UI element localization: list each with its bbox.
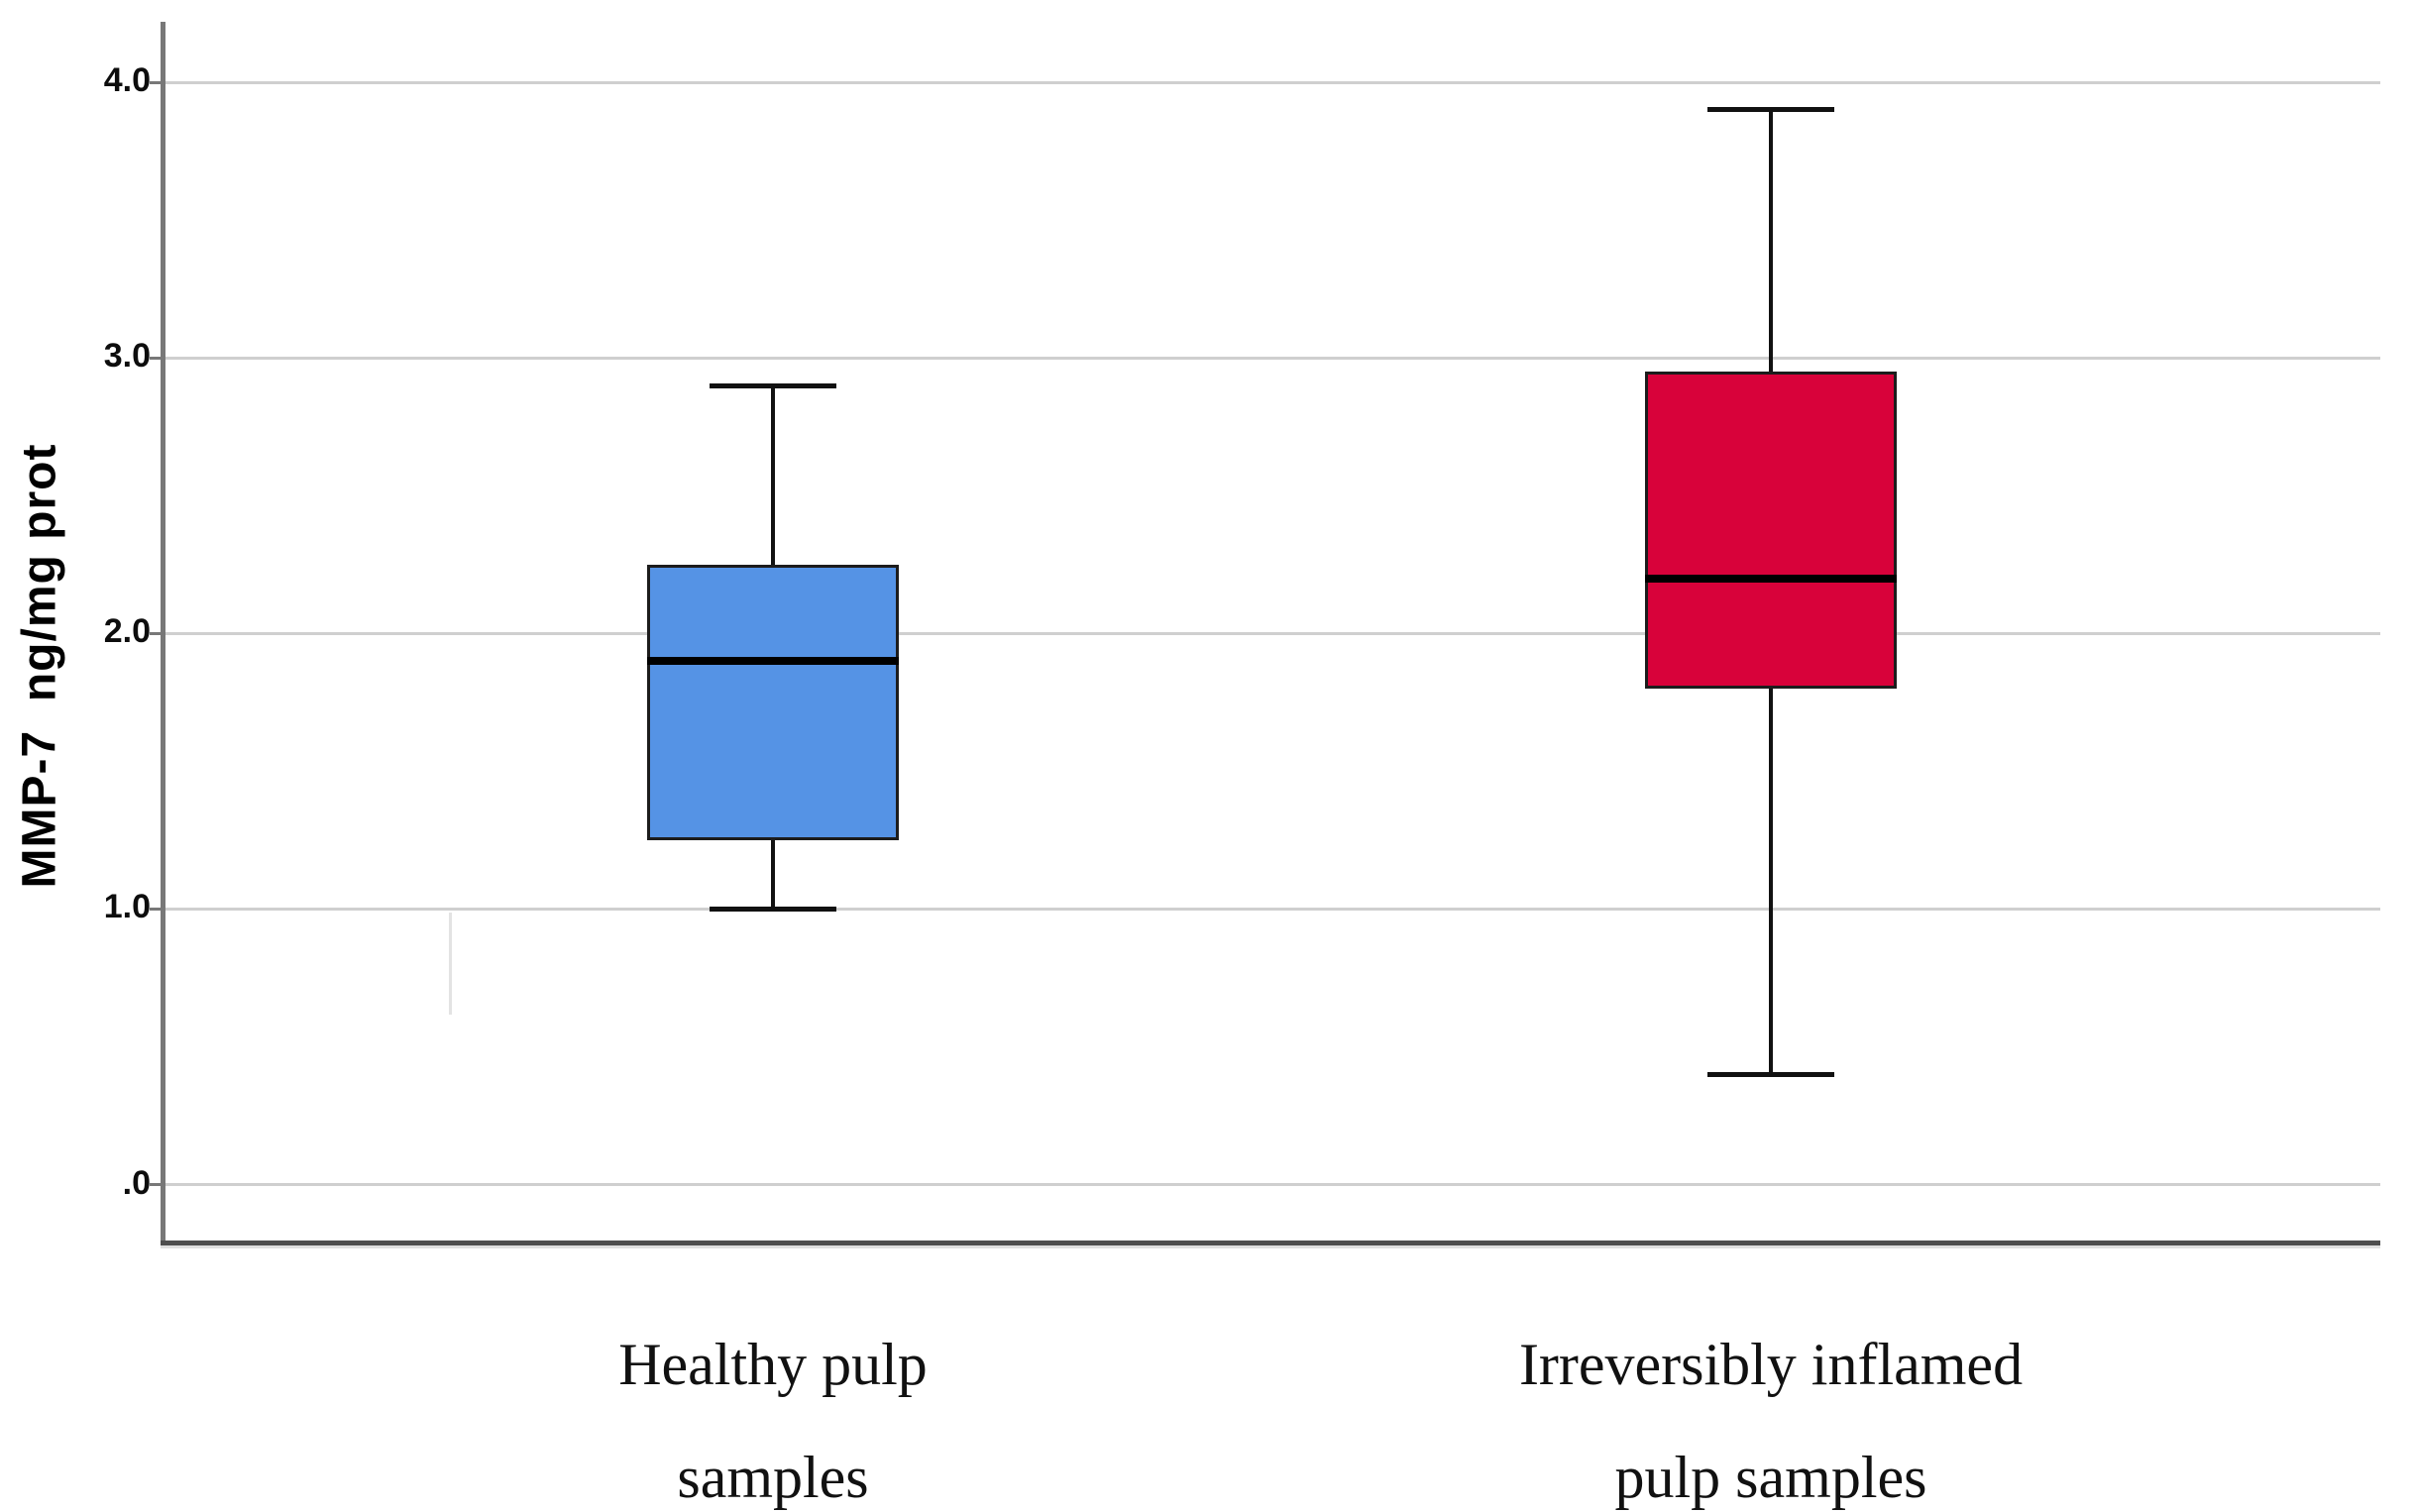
x-axis-line-shadow <box>161 1245 2380 1248</box>
y-tick-mark <box>150 81 164 84</box>
category-label-healthy: Healthy pulp samples <box>396 1308 1150 1512</box>
whisker-cap-upper-inflamed <box>1707 107 1834 112</box>
stray-artifact-line <box>449 913 452 1015</box>
category-label-line: Irreversibly inflamed <box>1518 1332 2024 1397</box>
gridline <box>164 1183 2380 1186</box>
y-tick-mark <box>150 632 164 635</box>
y-tick-mark <box>150 1183 164 1186</box>
box-healthy <box>647 565 899 840</box>
y-tick-label: 4.0 <box>103 61 151 99</box>
box-inflamed <box>1645 372 1897 689</box>
category-label-line: pulp samples <box>1614 1445 1927 1510</box>
category-label-line: samples <box>677 1445 869 1510</box>
y-tick-label: 2.0 <box>103 612 151 650</box>
y-tick-mark <box>150 908 164 911</box>
median-line-inflamed <box>1645 575 1897 583</box>
median-line-healthy <box>647 657 899 665</box>
y-tick-label: .0 <box>122 1164 151 1202</box>
whisker-cap-lower-healthy <box>710 907 836 912</box>
whisker-upper-inflamed <box>1769 110 1773 372</box>
y-tick-label: 3.0 <box>103 337 151 375</box>
category-label-inflamed: Irreversibly inflamed pulp samples <box>1394 1308 2147 1512</box>
x-axis-line <box>161 1241 2380 1245</box>
category-label-line: Healthy pulp <box>618 1332 928 1397</box>
whisker-cap-lower-inflamed <box>1707 1072 1834 1077</box>
whisker-upper-healthy <box>771 385 775 565</box>
whisker-cap-upper-healthy <box>710 383 836 388</box>
gridline <box>164 81 2380 84</box>
gridline <box>164 908 2380 911</box>
gridline <box>164 357 2380 360</box>
whisker-lower-healthy <box>771 840 775 910</box>
y-axis-line <box>161 22 165 1245</box>
y-tick-label: 1.0 <box>103 888 151 925</box>
whisker-lower-inflamed <box>1769 689 1773 1074</box>
y-tick-mark <box>150 357 164 360</box>
gridline <box>164 632 2380 635</box>
